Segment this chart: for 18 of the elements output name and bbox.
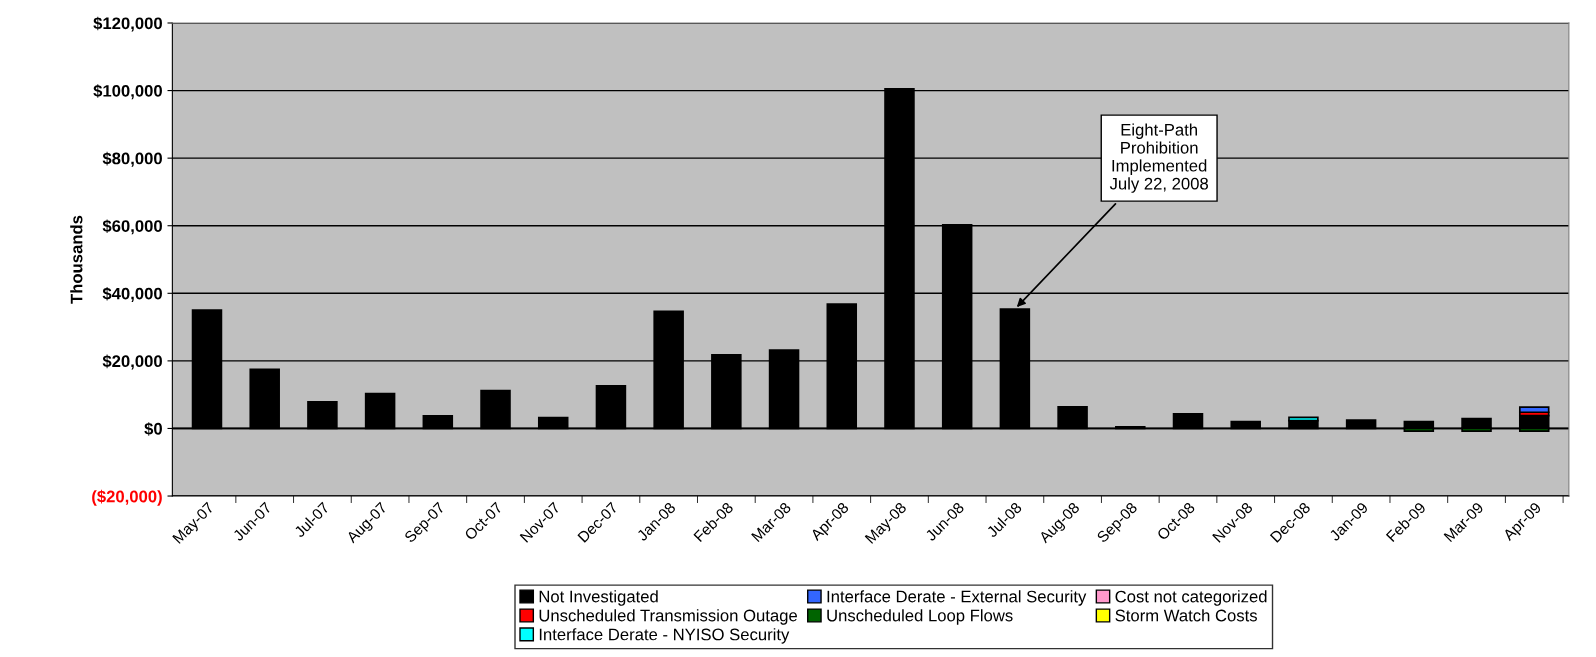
legend-label: Unscheduled Loop Flows [827,609,1013,625]
y-tick-label: $20,000 [102,354,162,370]
y-tick-label: $0 [144,422,162,436]
y-tick-label: $120,000 [93,16,162,32]
y-tick-label: ($20,000) [92,489,162,506]
legend-label: Not Investigated [539,590,658,606]
legend-label: Interface Derate - External Security [827,590,1087,606]
legend-label: Unscheduled Transmission Outage [539,609,797,625]
y-tick-label: $60,000 [102,219,162,235]
y-tick-label: $100,000 [93,84,162,100]
legend-label: Cost not categorized [1115,590,1267,606]
bar [1518,406,1550,414]
y-tick-label: $80,000 [102,151,162,167]
legend-label: Interface Derate - NYISO Security [539,628,790,644]
legend-label: Storm Watch Costs [1115,609,1257,622]
y-axis-title: Thousands [70,215,83,304]
annotation: Eight-Path Prohibition Implemented July 22, 2008 [1109,123,1208,193]
y-tick-label: $40,000 [102,286,162,302]
